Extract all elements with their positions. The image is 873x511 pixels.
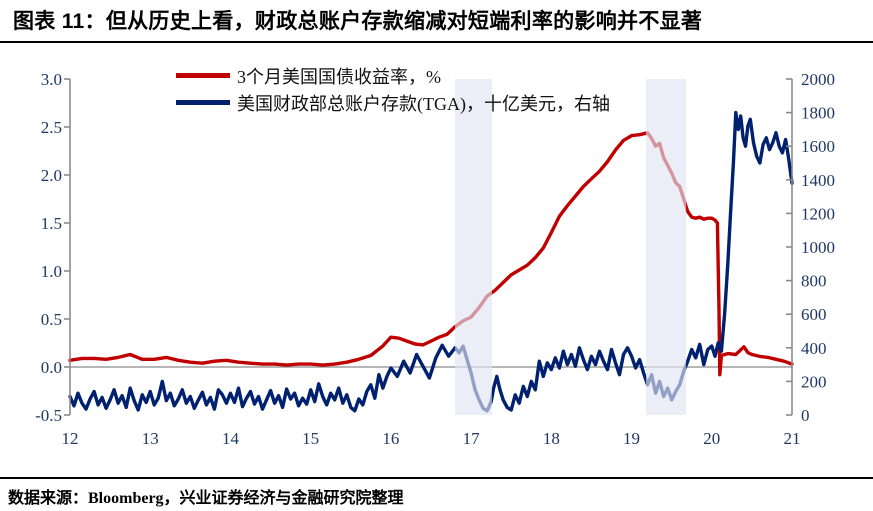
left-axis-tick-label: 1.0	[41, 262, 62, 281]
x-axis-tick-label: 16	[382, 429, 399, 448]
legend-item-treasury-yield: 3个月美国国债收益率，%	[176, 62, 610, 89]
highlight-band	[455, 79, 492, 415]
right-axis-tick-label: 600	[801, 305, 827, 324]
right-axis-tick-label: 200	[801, 372, 827, 391]
right-axis-tick-label: 1400	[801, 171, 835, 190]
right-axis-tick-label: 0	[801, 406, 810, 425]
right-axis-tick-label: 1600	[801, 137, 835, 156]
x-axis-tick-label: 20	[703, 429, 720, 448]
chart-legend: 3个月美国国债收益率，% 美国财政部总账户存款(TGA)，十亿美元，右轴	[176, 62, 610, 116]
left-axis-tick-label: 3.0	[41, 70, 62, 89]
x-axis-tick-label: 18	[543, 429, 560, 448]
right-axis-tick-label: 800	[801, 272, 827, 291]
left-axis-tick-label: 2.5	[41, 118, 62, 137]
legend-item-tga: 美国财政部总账户存款(TGA)，十亿美元，右轴	[176, 89, 610, 116]
left-axis-tick-label: 0.5	[41, 310, 62, 329]
right-axis-tick-label: 1000	[801, 238, 835, 257]
source-note: 数据来源：Bloomberg，兴业证券经济与金融研究院整理	[8, 490, 404, 507]
legend-label-treasury-yield: 3个月美国国债收益率，%	[237, 66, 441, 87]
x-axis-tick-label: 13	[142, 429, 159, 448]
title-divider-line	[0, 41, 873, 43]
right-axis-tick-label: 2000	[801, 70, 835, 89]
yield-line-swatch	[176, 73, 230, 78]
figure-title: 图表 11：但从历史上看，财政总账户存款缩减对短端利率的影响并不显著	[13, 10, 703, 33]
x-axis-tick-label: 12	[62, 429, 79, 448]
left-axis-tick-label: -0.5	[35, 406, 62, 425]
x-axis-tick-label: 17	[463, 429, 481, 448]
right-axis-tick-label: 1800	[801, 104, 835, 123]
tga-line-swatch	[176, 100, 230, 105]
right-axis-tick-label: 400	[801, 339, 827, 358]
highlight-band	[645, 79, 687, 415]
source-divider-line	[0, 477, 873, 479]
x-axis-tick-label: 14	[222, 429, 240, 448]
series-line-treasury-yield	[68, 131, 794, 377]
legend-label-tga: 美国财政部总账户存款(TGA)，十亿美元，右轴	[237, 93, 610, 114]
left-axis-tick-label: 1.5	[41, 214, 62, 233]
x-axis-tick-label: 21	[784, 429, 801, 448]
left-axis-tick-label: 0.0	[41, 358, 62, 377]
x-axis-tick-label: 19	[623, 429, 640, 448]
left-axis-tick-label: 2.0	[41, 166, 62, 185]
x-axis-tick-label: 15	[302, 429, 319, 448]
right-axis-tick-label: 1200	[801, 204, 835, 223]
